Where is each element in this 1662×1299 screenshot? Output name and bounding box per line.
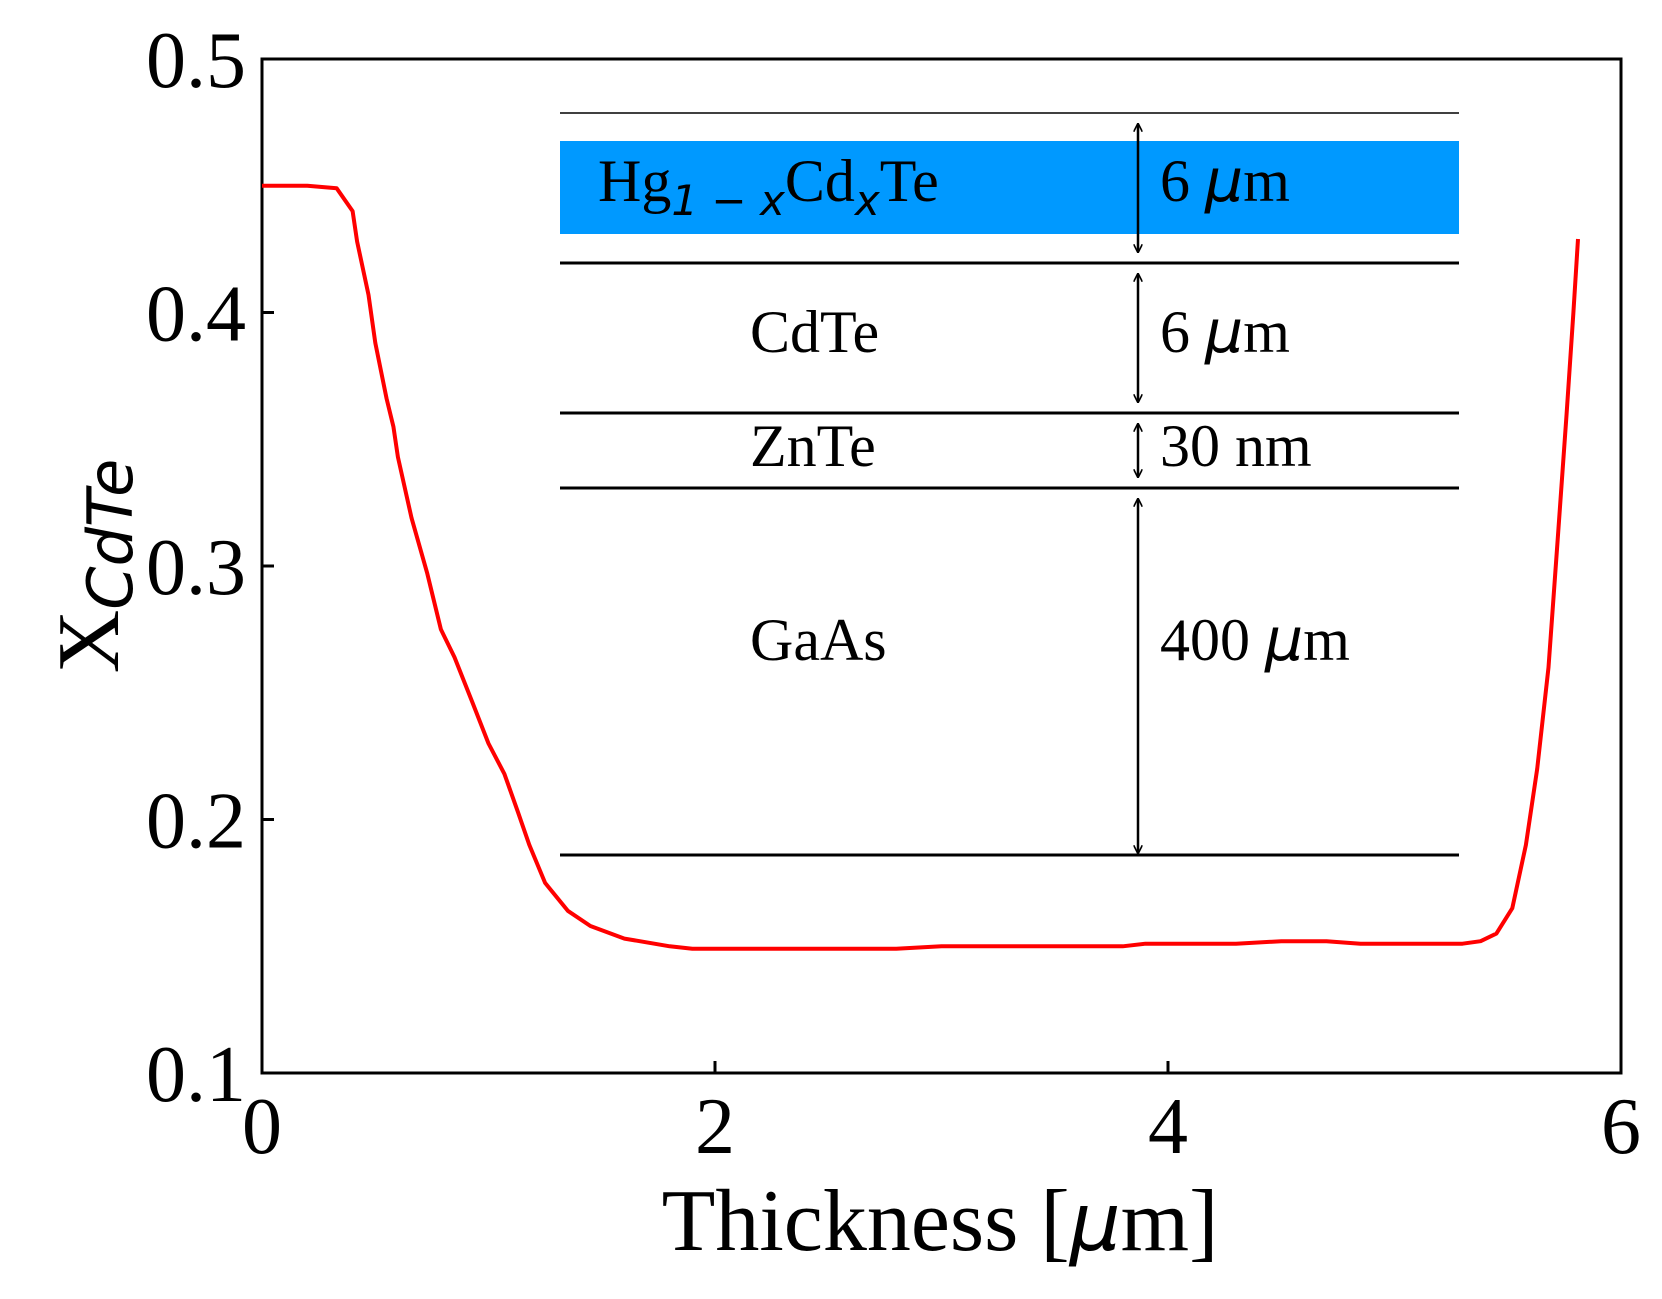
layer-label-znte: ZnTe: [750, 413, 876, 479]
layer-label-gaas: GaAs: [750, 607, 887, 673]
hgcdte-layer-fill: [560, 141, 1459, 234]
series-line: [262, 183, 1580, 951]
y-tick-label: 0.2: [146, 778, 246, 866]
x-tick-label: 6: [1601, 1083, 1641, 1171]
layer-label-hgcdte: Hg1 − xCdxTe: [598, 148, 939, 225]
y-tick-label: 0.3: [146, 524, 246, 612]
y-tick-label: 0.1: [146, 1031, 246, 1119]
thickness-label-znte: 30 nm: [1160, 413, 1312, 479]
x-tick-label: 4: [1148, 1083, 1188, 1171]
x-axis-label: Thickness [μm]: [662, 1173, 1219, 1270]
ticks: [260, 57, 1623, 1075]
x-tick-label: 0: [242, 1083, 282, 1171]
thickness-label-gaas: 400 μm: [1160, 605, 1350, 675]
thickness-label-cdte: 6 μm: [1160, 297, 1290, 367]
thickness-label-hgcdte: 6 μm: [1160, 146, 1290, 216]
y-tick-label: 0.5: [146, 17, 246, 105]
layer-label-cdte: CdTe: [750, 299, 879, 365]
y-axis-label: XCdTe: [41, 459, 147, 674]
x-tick-label: 2: [695, 1083, 735, 1171]
tick-labels: 0 2 4 6 0.1 0.2 0.3 0.4 0.5: [146, 17, 1641, 1171]
layer-stack-inset: Hg1 − xCdxTe CdTe ZnTe GaAs 6 μm 6 μm 30…: [560, 112, 1459, 857]
y-tick-label: 0.4: [146, 271, 246, 359]
